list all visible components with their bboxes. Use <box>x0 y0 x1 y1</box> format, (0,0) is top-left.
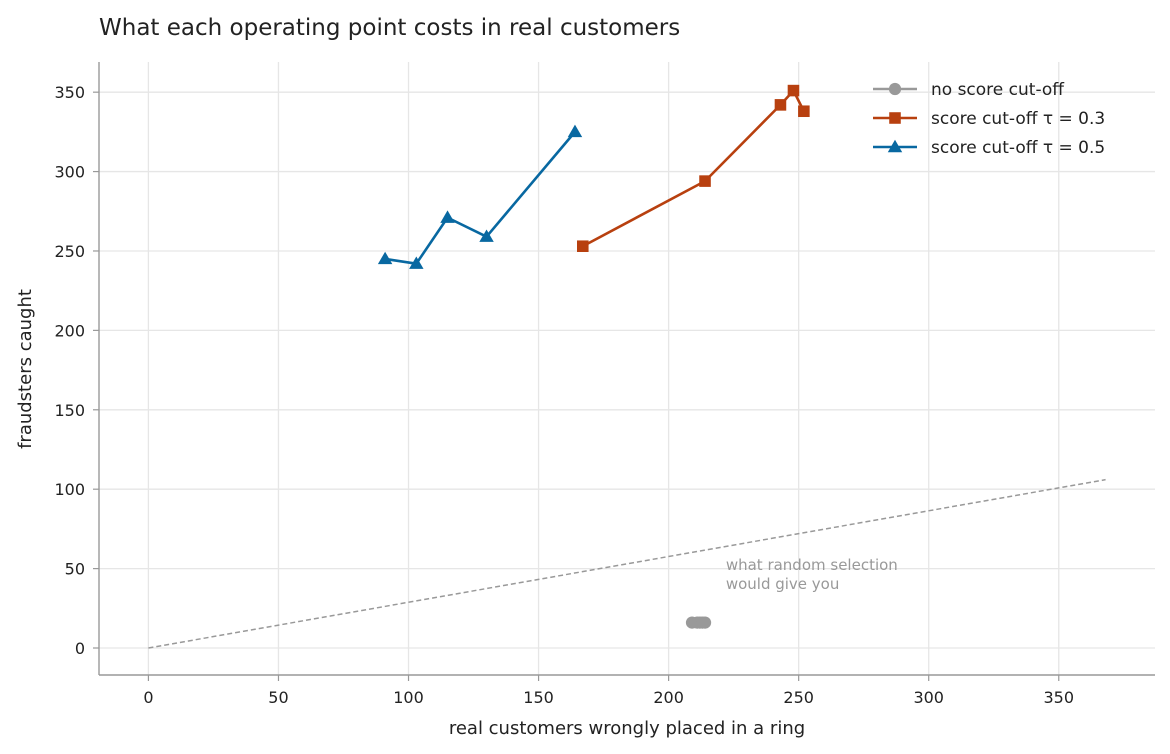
x-tick-label: 350 <box>1043 688 1074 707</box>
reference-line <box>148 478 1106 649</box>
point-marker <box>787 84 800 97</box>
point-marker <box>774 99 787 111</box>
legend-item: no score cut-off <box>873 80 1065 100</box>
grid <box>99 62 1155 675</box>
point-marker <box>567 124 583 138</box>
series-line <box>582 89 806 248</box>
y-tick-label: 250 <box>54 242 85 261</box>
point-marker <box>888 82 902 96</box>
x-axis-label: real customers wrongly placed in a ring <box>449 718 805 739</box>
y-tick-label: 350 <box>54 83 85 102</box>
y-tick-label: 50 <box>65 560 85 579</box>
y-tick-label: 0 <box>75 639 85 658</box>
y-tick-label: 100 <box>54 480 85 499</box>
point-marker <box>377 251 393 265</box>
y-tick-label: 200 <box>54 321 85 340</box>
x-tick-label: 150 <box>523 688 554 707</box>
annotation-line: what random selection <box>726 556 898 574</box>
series-square <box>577 84 810 252</box>
annotation-line: would give you <box>726 575 840 593</box>
random-selection-line <box>148 478 1106 649</box>
series-line <box>384 131 576 265</box>
chart-title: What each operating point costs in real … <box>99 15 680 41</box>
x-tick-label: 300 <box>913 688 944 707</box>
point-marker <box>699 175 711 187</box>
x-ticks: 0 50 100 150 200 250 300 350 <box>143 675 1074 707</box>
point-marker <box>698 616 712 629</box>
legend-item: score cut-off τ = 0.5 <box>873 138 1105 158</box>
axes <box>98 62 1155 676</box>
legend-item: score cut-off τ = 0.3 <box>873 109 1105 129</box>
series-circle <box>685 616 712 629</box>
legend: no score cut-off score cut-off τ = 0.3 sco… <box>873 80 1105 158</box>
x-tick-label: 100 <box>393 688 424 707</box>
point-marker <box>798 105 810 118</box>
point-marker <box>887 139 903 153</box>
point-marker <box>440 210 455 223</box>
legend-label: score cut-off τ = 0.5 <box>931 138 1105 158</box>
y-axis-label: fraudsters caught <box>15 289 36 449</box>
y-ticks: 0 50 100 150 200 250 300 350 <box>54 83 99 658</box>
point-marker <box>409 256 424 269</box>
legend-label: no score cut-off <box>931 80 1065 100</box>
x-tick-label: 50 <box>268 688 288 707</box>
x-tick-label: 250 <box>783 688 814 707</box>
x-tick-label: 200 <box>653 688 684 707</box>
series-group <box>377 84 810 629</box>
point-marker <box>479 229 494 242</box>
series-triangle <box>377 124 583 269</box>
y-tick-label: 300 <box>54 163 85 182</box>
point-marker <box>577 240 589 252</box>
legend-label: score cut-off τ = 0.3 <box>931 109 1105 129</box>
y-tick-label: 150 <box>54 401 85 420</box>
x-tick-label: 0 <box>143 688 153 707</box>
point-marker <box>889 112 901 124</box>
